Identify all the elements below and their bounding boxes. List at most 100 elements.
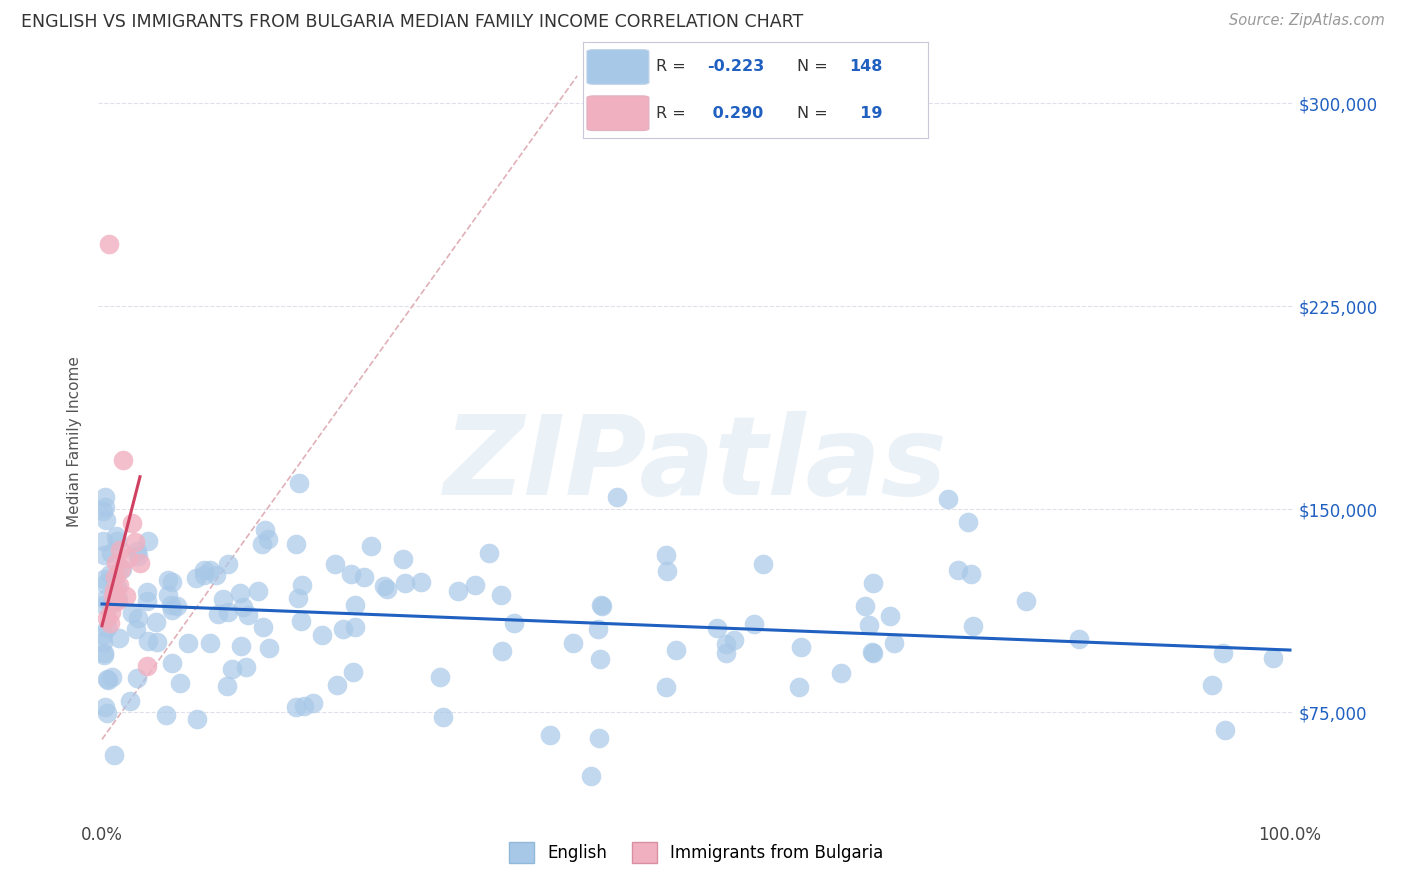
Point [96, 621, 118, 635]
Point [259, 640, 281, 655]
Text: Source: ZipAtlas.com: Source: ZipAtlas.com [1229, 13, 1385, 29]
Point [1212, 646, 1234, 660]
Point [186, 712, 208, 726]
Y-axis label: Median Family Income: Median Family Income [67, 356, 83, 527]
Point [156, 588, 179, 602]
Point [107, 592, 129, 607]
Point [114, 589, 136, 603]
Point [332, 622, 354, 636]
Point [231, 640, 253, 654]
Point [100, 546, 122, 560]
Point [129, 557, 152, 571]
Point [392, 551, 415, 566]
Point [503, 615, 526, 630]
Point [136, 585, 159, 599]
Point [292, 698, 315, 713]
Point [160, 657, 183, 671]
Point [606, 490, 628, 504]
Point [104, 570, 127, 584]
Point [409, 574, 432, 589]
Point [290, 614, 312, 628]
Point [353, 570, 375, 584]
Point [655, 680, 678, 694]
Text: R =: R = [655, 60, 686, 74]
Point [883, 636, 905, 650]
Point [790, 640, 813, 655]
Point [121, 607, 143, 621]
Point [655, 564, 678, 578]
Point [706, 621, 728, 635]
Point [207, 607, 229, 622]
Point [562, 636, 585, 650]
Point [538, 727, 561, 741]
Point [394, 576, 416, 591]
Text: N =: N = [797, 60, 828, 74]
Point [136, 634, 159, 648]
Point [125, 671, 148, 685]
Point [960, 567, 983, 582]
Point [714, 637, 737, 651]
Point [186, 571, 208, 585]
Point [235, 659, 257, 673]
Point [100, 605, 122, 619]
Point [98, 236, 121, 251]
Point [311, 628, 333, 642]
Point [111, 562, 134, 576]
Point [118, 694, 141, 708]
Point [98, 566, 121, 581]
Point [714, 646, 737, 660]
Text: 19: 19 [849, 106, 882, 120]
Point [155, 707, 177, 722]
Point [145, 615, 167, 629]
Point [117, 551, 139, 566]
Point [107, 578, 129, 592]
Point [285, 700, 308, 714]
Point [91, 503, 114, 517]
Point [93, 646, 115, 660]
Point [193, 568, 215, 582]
Point [858, 618, 880, 632]
Point [198, 636, 221, 650]
Point [105, 557, 128, 571]
Point [125, 622, 148, 636]
Point [302, 697, 325, 711]
Point [432, 710, 454, 724]
Point [136, 533, 159, 548]
Point [96, 672, 118, 686]
Point [93, 572, 115, 586]
Point [96, 610, 118, 624]
Point [360, 539, 382, 553]
Point [93, 700, 115, 714]
Point [127, 610, 149, 624]
Point [221, 662, 243, 676]
Point [93, 648, 115, 662]
Point [879, 609, 901, 624]
Point [127, 549, 149, 563]
FancyBboxPatch shape [586, 50, 650, 85]
Point [91, 635, 114, 649]
Point [253, 524, 276, 538]
Point [212, 591, 235, 606]
Point [1014, 593, 1036, 607]
Point [101, 589, 124, 603]
Point [1067, 632, 1090, 646]
Point [860, 645, 883, 659]
Point [723, 632, 745, 647]
Point [250, 536, 273, 550]
Text: ENGLISH VS IMMIGRANTS FROM BULGARIA MEDIAN FAMILY INCOME CORRELATION CHART: ENGLISH VS IMMIGRANTS FROM BULGARIA MEDI… [21, 13, 803, 31]
Point [193, 563, 215, 577]
Point [654, 548, 676, 562]
Point [478, 546, 501, 560]
Point [110, 562, 132, 576]
Point [94, 591, 117, 606]
Point [162, 603, 184, 617]
Point [742, 617, 765, 632]
Point [579, 769, 602, 783]
Point [789, 681, 811, 695]
Point [160, 598, 183, 612]
Point [1201, 678, 1223, 692]
Point [326, 678, 349, 692]
Point [1261, 651, 1284, 665]
Point [344, 620, 367, 634]
Point [491, 589, 513, 603]
